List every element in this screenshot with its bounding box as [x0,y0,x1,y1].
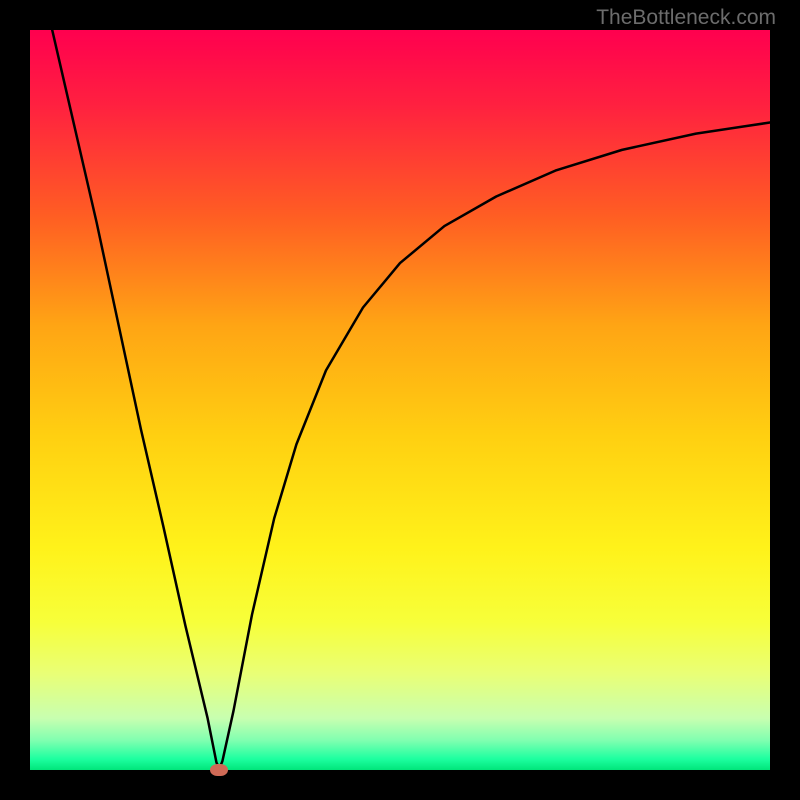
background-gradient [30,30,770,770]
watermark-text: TheBottleneck.com [596,6,776,30]
chart-canvas: TheBottleneck.com [0,0,800,800]
minimum-marker [210,764,228,776]
plot-area [30,30,770,770]
